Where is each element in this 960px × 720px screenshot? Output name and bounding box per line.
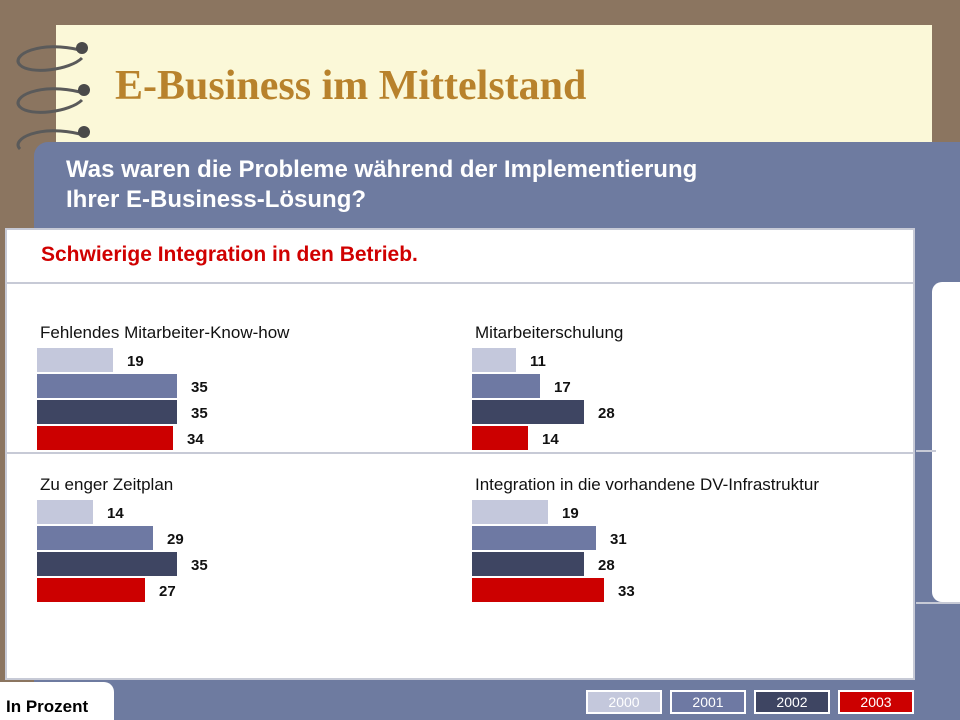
chart-title: Integration in die vorhandene DV-Infrast… — [475, 475, 819, 494]
side-tab — [932, 282, 960, 602]
chart-subtitle: Schwierige Integration in den Betrieb. — [41, 243, 418, 266]
bar-2002 — [472, 400, 584, 424]
data-label: 33 — [618, 583, 635, 600]
data-label: 35 — [191, 405, 208, 422]
bar-2001 — [472, 526, 596, 550]
question-line-1: Was waren die Probleme während der Imple… — [66, 156, 698, 183]
bar-2000 — [472, 500, 548, 524]
bar-2001 — [37, 374, 177, 398]
divider — [916, 450, 936, 452]
legend-item-2000: 2000 — [586, 690, 662, 714]
data-label: 19 — [127, 353, 144, 370]
data-label: 14 — [542, 431, 559, 448]
page-title: E-Business im Mittelstand — [115, 63, 587, 109]
question-line-2: Ihrer E-Business-Lösung? — [66, 186, 367, 213]
bar-2002 — [37, 400, 177, 424]
legend-item-2001: 2001 — [670, 690, 746, 714]
data-label: 35 — [191, 379, 208, 396]
spiral-binding-icon — [16, 42, 90, 150]
bar-2000 — [37, 348, 113, 372]
bar-2002 — [472, 552, 584, 576]
divider — [7, 452, 913, 454]
unit-label: In Prozent — [6, 697, 89, 716]
legend-item-2002: 2002 — [754, 690, 830, 714]
bar-2003 — [472, 426, 528, 450]
data-label: 28 — [598, 557, 615, 574]
bar-2003 — [472, 578, 604, 602]
chart-title: Fehlendes Mitarbeiter-Know-how — [40, 323, 290, 342]
data-label: 14 — [107, 505, 124, 522]
bar-2000 — [472, 348, 516, 372]
data-label: 17 — [554, 379, 571, 396]
data-label: 11 — [530, 353, 546, 370]
chart-title: Zu enger Zeitplan — [40, 475, 173, 494]
bar-2000 — [37, 500, 93, 524]
bar-2003 — [37, 578, 145, 602]
bar-2003 — [37, 426, 173, 450]
divider — [916, 602, 960, 604]
legend-item-2003: 2003 — [838, 690, 914, 714]
data-label: 35 — [191, 557, 208, 574]
data-label: 31 — [610, 531, 627, 548]
chart-title: Mitarbeiterschulung — [475, 323, 623, 342]
bar-2002 — [37, 552, 177, 576]
chart-card: Schwierige Integration in den Betrieb. — [5, 228, 915, 680]
data-label: 28 — [598, 405, 615, 422]
survey-question: Was waren die Probleme während der Imple… — [66, 155, 886, 215]
divider — [7, 282, 913, 284]
bar-2001 — [472, 374, 540, 398]
data-label: 29 — [167, 531, 184, 548]
data-label: 27 — [159, 583, 176, 600]
bar-2001 — [37, 526, 153, 550]
data-label: 19 — [562, 505, 579, 522]
data-label: 34 — [187, 431, 204, 448]
unit-tab — [0, 682, 114, 720]
notebook-page — [56, 25, 932, 150]
